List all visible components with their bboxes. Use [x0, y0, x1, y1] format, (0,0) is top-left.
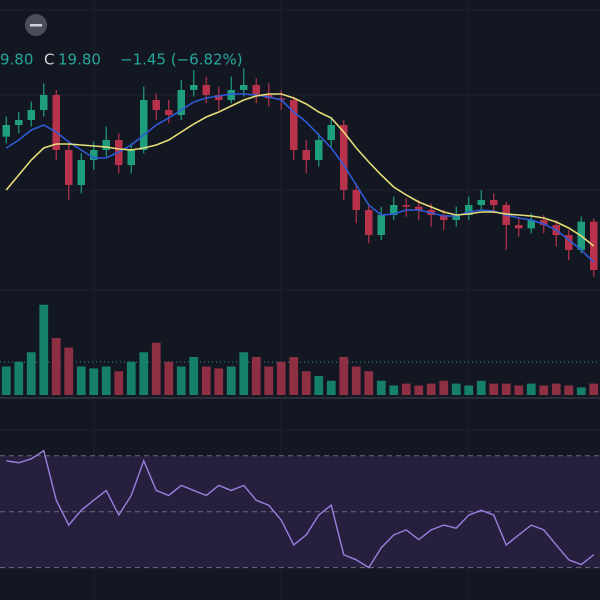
volume-bar: [14, 361, 24, 395]
close-label: C: [44, 51, 54, 69]
candle-body: [77, 160, 85, 185]
candle-body: [290, 100, 298, 150]
candle-body: [377, 215, 385, 235]
candle-body: [102, 140, 110, 150]
volume-bar: [251, 357, 261, 395]
candle-body: [415, 206, 423, 210]
candle-body: [440, 215, 448, 220]
candle-body: [52, 95, 60, 150]
candle-body: [27, 110, 35, 120]
volume-bar: [26, 352, 36, 395]
candle-body: [152, 100, 160, 110]
candle-body: [127, 150, 135, 165]
volume-bar: [476, 380, 486, 395]
volume-bar: [114, 371, 124, 395]
volume-bar: [401, 383, 411, 395]
candle-body: [240, 85, 248, 90]
candle-body: [327, 125, 335, 140]
volume-bar: [576, 387, 586, 395]
volume-bar: [39, 304, 49, 395]
volume-bar: [301, 371, 311, 395]
low-value: 9.80: [0, 51, 33, 69]
volume-bar: [89, 368, 99, 395]
candle-body: [227, 90, 235, 100]
candle-body: [527, 220, 535, 229]
volume-bar: [164, 361, 174, 395]
volume-bar: [526, 383, 536, 395]
volume-bar: [364, 371, 374, 395]
candle-body: [40, 95, 48, 110]
candle-body: [402, 205, 410, 207]
volume-bar: [326, 380, 336, 395]
candle-body: [540, 220, 548, 225]
candle-body: [465, 205, 473, 215]
candle-body: [515, 225, 523, 229]
candle-body: [365, 210, 373, 235]
volume-bar: [414, 385, 424, 395]
volume-bar: [339, 357, 349, 395]
volume-bar: [264, 366, 274, 395]
candle-body: [252, 85, 260, 95]
candle-body: [15, 120, 23, 125]
candle-body: [302, 150, 310, 160]
volume-bar: [514, 385, 524, 395]
candle-body: [477, 200, 485, 205]
candle-body: [565, 235, 573, 250]
volume-bar: [1, 366, 11, 395]
candle-body: [190, 85, 198, 90]
close-value: 19.80: [58, 51, 101, 69]
volume-bar: [439, 380, 449, 395]
candle-body: [65, 150, 73, 185]
candle-body: [177, 90, 185, 115]
candle-body: [340, 125, 348, 190]
candle-body: [140, 100, 148, 150]
volume-bar: [189, 357, 199, 395]
volume-bar: [501, 383, 511, 395]
volume-bar: [239, 352, 249, 395]
volume-bar: [351, 366, 361, 395]
volume-bar: [289, 357, 299, 395]
candle-body: [215, 95, 223, 100]
volume-bar: [589, 383, 599, 395]
candle-body: [165, 110, 173, 115]
rsi-line: [6, 449, 595, 569]
candle-body: [490, 200, 498, 205]
candle-body: [315, 140, 323, 160]
volume-bar: [176, 366, 186, 395]
candle-body: [390, 205, 398, 215]
candle-body: [277, 98, 285, 100]
volume-bar: [126, 361, 136, 395]
volume-bar: [551, 383, 561, 395]
candle-body: [90, 150, 98, 160]
change-value: −1.45 (−6.82%): [120, 51, 243, 69]
volume-bar: [64, 347, 74, 395]
volume-bar: [276, 361, 286, 395]
volume-bar: [426, 383, 436, 395]
volume-bar: [489, 383, 499, 395]
volume-bar: [76, 366, 86, 395]
volume-bar: [376, 380, 386, 395]
volume-bar: [101, 366, 111, 395]
volume-bar: [151, 342, 161, 395]
candle-body: [352, 190, 360, 210]
volume-bar: [389, 385, 399, 395]
volume-bar: [451, 383, 461, 395]
volume-bar: [226, 366, 236, 395]
volume-bar: [314, 376, 324, 395]
candle-body: [2, 125, 10, 137]
moving-average-line: [5, 93, 595, 247]
volume-bar: [201, 366, 211, 395]
volume-bar: [539, 385, 549, 395]
volume-bar: [214, 368, 224, 395]
candle-body: [202, 85, 210, 95]
volume-bar: [51, 338, 61, 395]
legend-header: 9.80 C 19.80 −1.45 (−6.82%): [0, 14, 243, 69]
plot-layer: [0, 68, 600, 569]
volume-bar: [139, 352, 149, 395]
volume-bar: [464, 385, 474, 395]
candle-body: [452, 215, 460, 220]
volume-bar: [564, 385, 574, 395]
collapse-icon: [30, 24, 42, 27]
